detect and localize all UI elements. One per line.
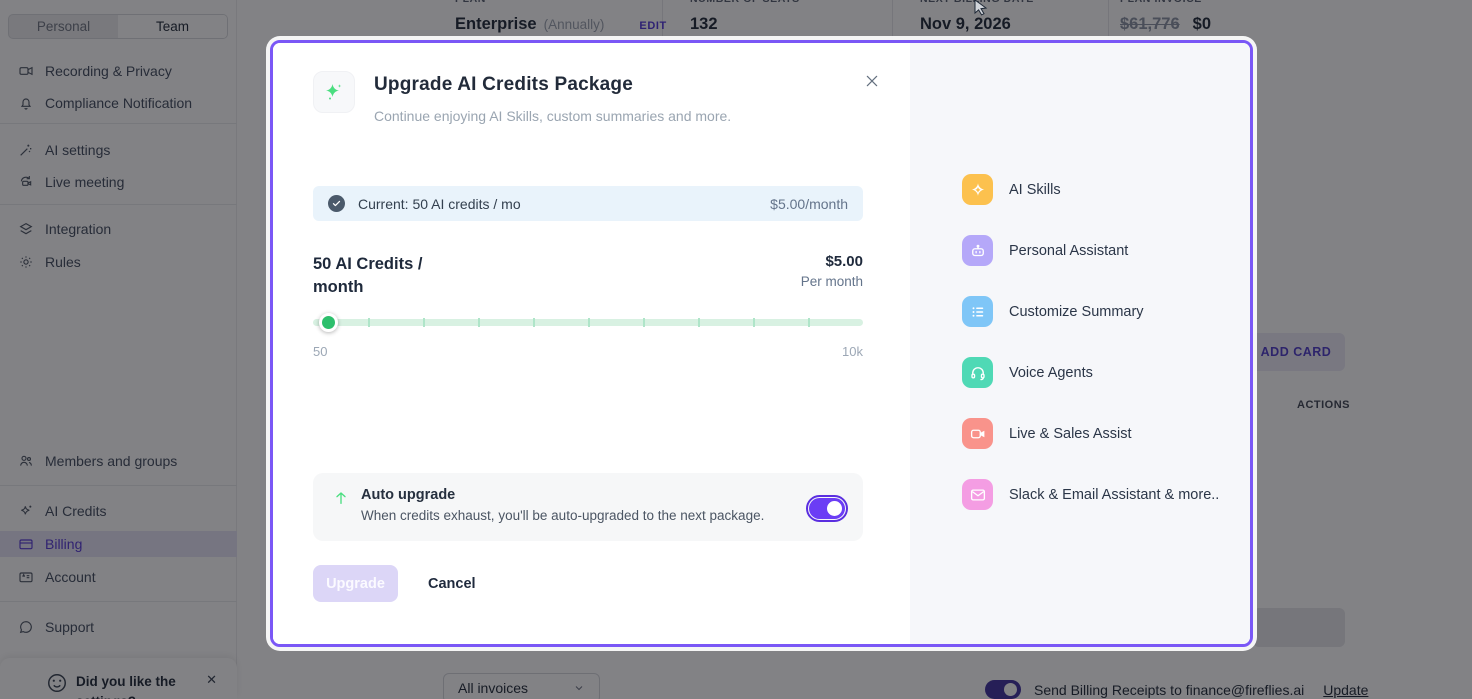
slider-tick: [478, 318, 480, 327]
cancel-button[interactable]: Cancel: [428, 575, 476, 592]
feature-label: Voice Agents: [1009, 364, 1093, 381]
slider-tick: [698, 318, 700, 327]
feature-label: Customize Summary: [1009, 303, 1144, 320]
modal-subtitle: Continue enjoying AI Skills, custom summ…: [374, 108, 732, 124]
slider-tick: [423, 318, 425, 327]
upgrade-button[interactable]: Upgrade: [313, 565, 398, 602]
current-plan-text: Current: 50 AI credits / mo: [358, 195, 521, 212]
envelope-icon: [970, 488, 985, 501]
feature-ai-skills: AI Skills: [962, 174, 1061, 205]
arrow-up-icon: [336, 492, 346, 504]
check-circle-icon: [328, 195, 345, 212]
close-icon[interactable]: [864, 73, 880, 89]
package-period: Per month: [800, 274, 863, 289]
slider-thumb[interactable]: [319, 313, 339, 332]
current-plan-banner: Current: 50 AI credits / mo $5.00/month: [313, 186, 863, 221]
video-camera-icon: [970, 429, 984, 438]
slider-tick: [533, 318, 535, 327]
slider-tick: [753, 318, 755, 327]
sparkle-icon: [326, 84, 342, 100]
slider-tick: [643, 318, 645, 327]
slider-labels: 50 10k: [313, 344, 863, 359]
credits-slider[interactable]: [313, 313, 863, 333]
list-icon: [972, 306, 983, 317]
slider-max-label: 10k: [842, 344, 863, 359]
slider-tick: [588, 318, 590, 327]
robot-icon: [971, 244, 984, 256]
package-name: 50 AI Credits / month: [313, 255, 423, 296]
modal-main-panel: Upgrade AI Credits Package Continue enjo…: [273, 43, 910, 644]
auto-upgrade-section: Auto upgrade When credits exhaust, you'l…: [313, 473, 863, 541]
feature-label: AI Skills: [1009, 181, 1061, 198]
feature-label: Slack & Email Assistant & more..: [1009, 486, 1220, 503]
modal-header-icon: [313, 71, 355, 113]
slider-tick: [368, 318, 370, 327]
slider-tick: [808, 318, 810, 327]
modal-actions: Upgrade Cancel: [313, 565, 476, 602]
features-panel: AI Skills Personal Assistant Customize S…: [910, 43, 1250, 644]
package-summary-row: 50 AI Credits / month $5.00 Per month: [313, 253, 863, 299]
slider-min-label: 50: [313, 344, 328, 359]
upgrade-ai-credits-modal: Upgrade AI Credits Package Continue enjo…: [270, 40, 1253, 647]
feature-personal-assistant: Personal Assistant: [962, 235, 1128, 266]
auto-upgrade-toggle[interactable]: [806, 495, 848, 522]
auto-upgrade-description: When credits exhaust, you'll be auto-upg…: [361, 508, 765, 523]
feature-label: Personal Assistant: [1009, 242, 1129, 259]
feature-voice-agents: Voice Agents: [962, 357, 1093, 388]
feature-live-sales-assist: Live & Sales Assist: [962, 418, 1132, 449]
toggle-knob: [827, 501, 842, 516]
current-plan-price: $5.00/month: [770, 195, 848, 212]
sparkle-icon: [971, 182, 984, 196]
modal-title: Upgrade AI Credits Package: [374, 74, 633, 95]
package-price: $5.00: [825, 253, 863, 270]
auto-upgrade-title: Auto upgrade: [361, 487, 456, 503]
feature-label: Live & Sales Assist: [1009, 425, 1132, 442]
mouse-cursor: [974, 0, 988, 16]
headphones-icon: [970, 366, 985, 380]
feature-customize-summary: Customize Summary: [962, 296, 1144, 327]
feature-slack-email-assistant: Slack & Email Assistant & more..: [962, 479, 1219, 510]
